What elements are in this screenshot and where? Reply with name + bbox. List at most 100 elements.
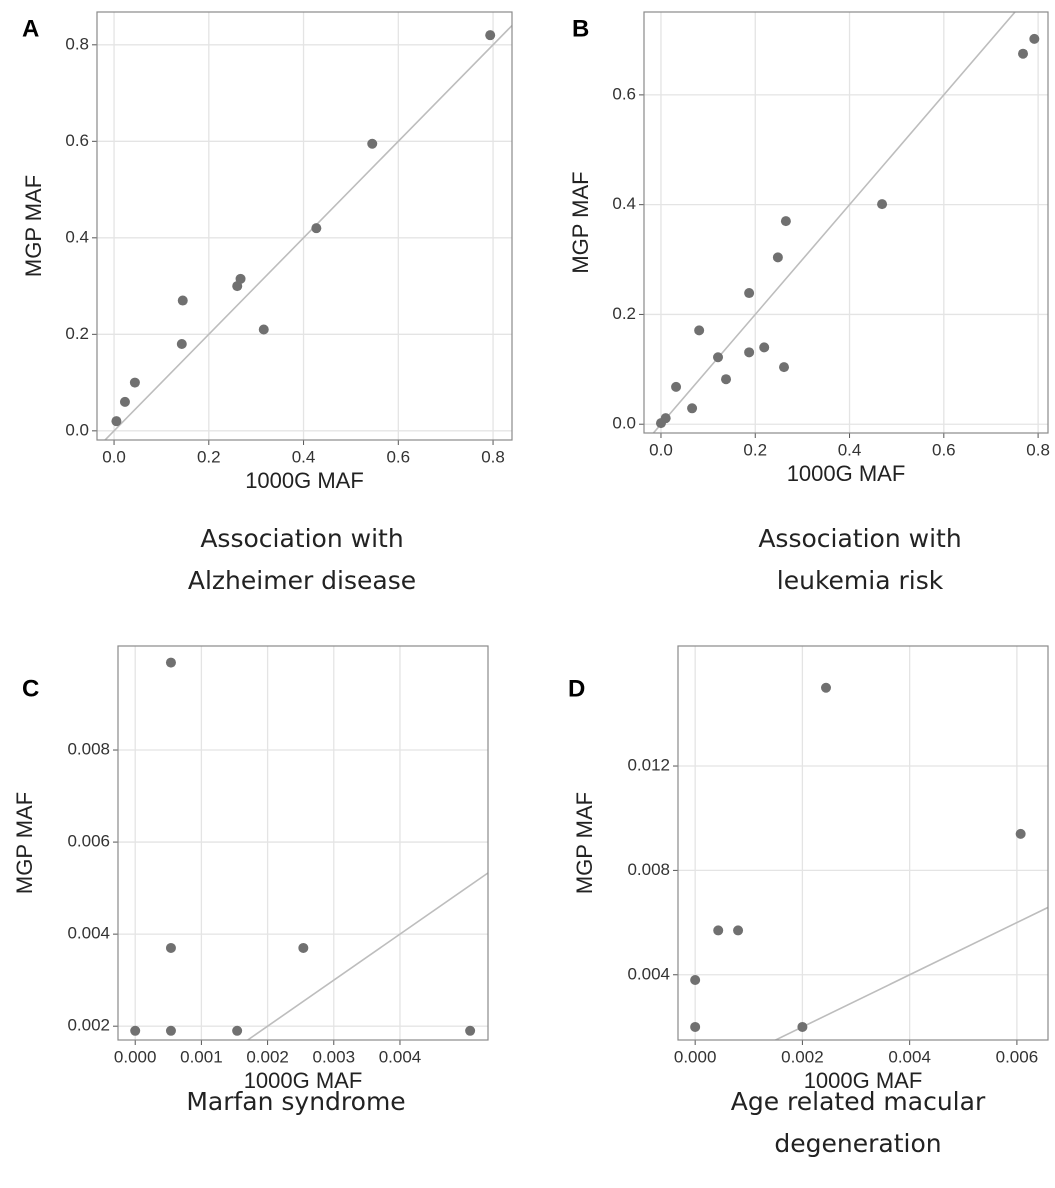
x-tick-label: 0.6 xyxy=(932,440,956,459)
y-tick-label: 0.0 xyxy=(612,414,636,433)
plot-border xyxy=(117,645,489,1041)
point xyxy=(129,377,140,388)
caption: Association with xyxy=(200,524,403,553)
identity-line xyxy=(652,12,1017,433)
identity-line xyxy=(246,871,488,1040)
y-axis-title: MGP MAF xyxy=(12,792,37,894)
x-tick-label: 0.000 xyxy=(674,1047,717,1066)
point xyxy=(258,324,269,335)
point xyxy=(713,925,724,936)
y-tick-label: 0.008 xyxy=(67,740,110,759)
point xyxy=(671,381,682,392)
panel-letter: A xyxy=(22,15,39,42)
point xyxy=(690,1021,701,1032)
x-tick-label: 0.004 xyxy=(888,1047,931,1066)
x-tick-label: 0.4 xyxy=(292,447,316,466)
point xyxy=(772,252,783,263)
point xyxy=(687,403,698,414)
y-tick-label: 0.002 xyxy=(67,1016,110,1035)
plot-background xyxy=(97,12,512,440)
point xyxy=(111,416,122,427)
point xyxy=(733,925,744,936)
y-tick-label: 0.6 xyxy=(65,131,89,150)
y-tick-label: 0.012 xyxy=(627,756,670,775)
point xyxy=(877,199,888,210)
x-tick-label: 0.0 xyxy=(649,440,673,459)
caption: Alzheimer disease xyxy=(188,566,416,595)
plot-border xyxy=(96,11,513,441)
point xyxy=(465,1025,476,1036)
x-axis-title: 1000G MAF xyxy=(787,461,906,486)
x-tick-label: 0.0 xyxy=(102,447,126,466)
y-tick-label: 0.4 xyxy=(612,194,636,213)
point xyxy=(779,362,790,373)
panel: 0.0 0.2 0.4 0.6 0.8 0.0 0.2 0.4 0.6 1000G MAF MGP … xyxy=(568,11,1050,595)
x-tick-label: 0.8 xyxy=(1026,440,1050,459)
point xyxy=(1018,48,1029,59)
x-tick-label: 0.000 xyxy=(114,1047,157,1066)
y-tick-label: 0.006 xyxy=(67,832,110,851)
panel: 0.000 0.001 0.002 0.003 0.004 0.002 0.004 0.006… xyxy=(12,645,489,1116)
point xyxy=(311,223,322,234)
y-tick-label: 0.6 xyxy=(612,84,636,103)
x-axis-title: 1000G MAF xyxy=(245,468,364,493)
point xyxy=(165,942,176,953)
point xyxy=(759,342,770,353)
point xyxy=(130,1025,141,1036)
x-tick-label: 0.8 xyxy=(481,447,505,466)
y-tick-label: 0.004 xyxy=(627,964,670,983)
point xyxy=(176,338,187,349)
panel: 0.0 0.2 0.4 0.6 0.8 0.0 0.2 0.4 0.6 0.8 1000G MAF M… xyxy=(21,11,513,595)
panel-letter: B xyxy=(572,15,589,42)
caption: Marfan syndrome xyxy=(186,1087,405,1116)
x-tick-label: 0.003 xyxy=(313,1047,356,1066)
identity-line xyxy=(773,906,1048,1040)
y-tick-label: 0.0 xyxy=(65,420,89,439)
plot-background xyxy=(678,646,1048,1040)
caption: Age related macular xyxy=(731,1087,986,1116)
x-axis-title: 1000G MAF xyxy=(804,1068,923,1093)
identity-line xyxy=(103,24,512,440)
plot-border xyxy=(643,11,1049,434)
point xyxy=(797,1021,808,1032)
point xyxy=(694,325,705,336)
caption: degeneration xyxy=(774,1129,941,1158)
x-tick-label: 0.001 xyxy=(180,1047,223,1066)
y-axis-title: MGP MAF xyxy=(572,792,597,894)
x-tick-label: 0.006 xyxy=(996,1047,1039,1066)
point xyxy=(232,1025,243,1036)
point xyxy=(485,30,496,41)
x-tick-label: 0.002 xyxy=(246,1047,289,1066)
point xyxy=(660,413,671,424)
panel-letter: C xyxy=(22,675,39,702)
y-axis-title: MGP MAF xyxy=(21,175,46,277)
point xyxy=(235,273,246,284)
x-tick-label: 0.6 xyxy=(386,447,410,466)
y-tick-label: 0.008 xyxy=(627,860,670,879)
y-axis-title: MGP MAF xyxy=(568,171,593,273)
caption: leukemia risk xyxy=(777,566,944,595)
x-tick-label: 0.002 xyxy=(781,1047,824,1066)
point xyxy=(744,288,755,299)
caption: Association with xyxy=(758,524,961,553)
x-tick-label: 0.2 xyxy=(197,447,221,466)
point xyxy=(780,216,791,227)
point xyxy=(821,682,831,693)
point xyxy=(177,295,188,306)
x-tick-label: 0.4 xyxy=(838,440,862,459)
point xyxy=(713,352,724,363)
x-axis-title: 1000G MAF xyxy=(244,1068,363,1093)
point xyxy=(165,657,176,668)
y-tick-label: 0.8 xyxy=(65,34,89,53)
point xyxy=(367,138,378,149)
x-tick-label: 0.2 xyxy=(743,440,767,459)
y-tick-label: 0.2 xyxy=(612,304,636,323)
panel: 0.000 0.002 0.004 0.006 0.004 0.008 0.012 1000G… xyxy=(568,645,1049,1158)
point xyxy=(165,1025,176,1036)
y-tick-label: 0.004 xyxy=(67,924,110,943)
point xyxy=(721,374,732,385)
point xyxy=(1029,33,1040,44)
y-tick-label: 0.2 xyxy=(65,324,89,343)
point xyxy=(119,396,130,407)
